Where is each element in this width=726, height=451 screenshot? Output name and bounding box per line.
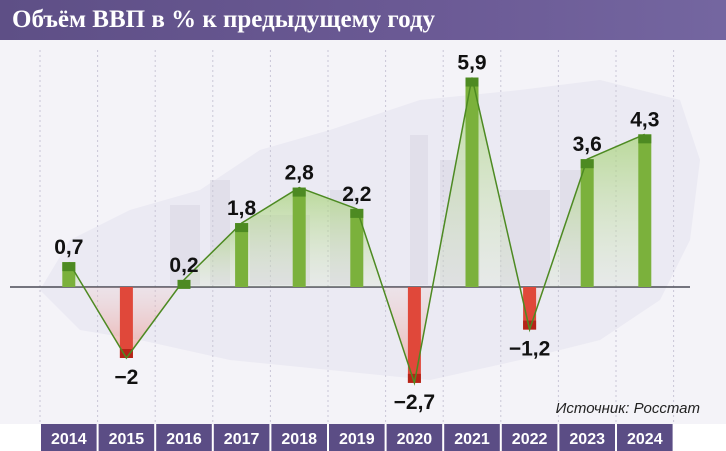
x-axis-bar: 2014 2015 2016 2017 2018 2019 2020 2021 2022 2023…: [0, 424, 726, 451]
area-fill-positive: [299, 187, 357, 287]
bar: [638, 134, 652, 287]
bar: [465, 77, 479, 287]
data-label: −2,7: [394, 391, 435, 414]
x-tick-cell: [559, 424, 615, 451]
bar-cap: [638, 134, 652, 144]
area-fill-positive: [241, 187, 300, 287]
area-fill-positive: [587, 134, 645, 287]
gdp-chart: 0,7 −2 0,2 1,8 2,8 2,2 −2,7 5,9 −1,2 3,6 4,3 Источ…: [10, 50, 700, 424]
x-tick-label: 2015: [109, 431, 145, 448]
bar: [119, 287, 133, 358]
bar-cap: [292, 187, 306, 197]
data-labels: 0,7 −2 0,2 1,8 2,8 2,2 −2,7 5,9 −1,2 3,6 4,3: [54, 52, 659, 414]
x-tick-cell: [41, 424, 97, 451]
x-tick-label: 2019: [339, 431, 375, 448]
area-fill-positive: [184, 223, 242, 287]
bar-cap: [523, 320, 537, 330]
bar-cap: [235, 223, 249, 233]
x-tick-label: 2023: [569, 431, 605, 448]
source-note: Источник: Росстат: [556, 400, 700, 417]
x-tick-label: 2021: [454, 431, 490, 448]
title-bar: Объём ВВП в % к предыдущему году: [0, 0, 726, 40]
x-tick-cell: [156, 424, 212, 451]
x-tick-label: 2022: [512, 431, 548, 448]
bar-cap: [580, 159, 594, 169]
bar: [580, 159, 594, 287]
x-tick-label: 2016: [166, 431, 202, 448]
data-label: 2,2: [342, 183, 371, 206]
bar: [235, 223, 249, 287]
data-label: 0,2: [169, 254, 198, 277]
data-label: 5,9: [457, 52, 486, 75]
data-label: −1,2: [509, 338, 550, 361]
data-label: −2: [114, 366, 138, 389]
bar-cap: [119, 349, 133, 358]
x-tick-cell: [386, 424, 443, 451]
bar-cap: [350, 208, 364, 218]
x-tick-label: 2017: [224, 431, 260, 448]
data-label: 0,7: [54, 236, 83, 259]
x-tick-label: 2024: [627, 431, 663, 448]
x-tick-cell: [213, 424, 270, 451]
data-label: 3,6: [573, 133, 602, 156]
bar-cap: [177, 279, 191, 289]
bar-cap: [62, 262, 76, 272]
bar-cap: [465, 77, 479, 87]
x-tick-cell: [501, 424, 558, 451]
x-tick-label: 2018: [281, 431, 317, 448]
plot-area: 0,7 −2 0,2 1,8 2,8 2,2 −2,7 5,9 −1,2 3,6 4,3 Источ…: [0, 40, 726, 424]
x-tick-label: 2020: [397, 431, 433, 448]
x-tick-cell: [98, 424, 155, 451]
x-axis: 2014 2015 2016 2017 2018 2019 2020 2021 2022 2023…: [41, 424, 673, 451]
trend-line: [68, 77, 646, 386]
x-tick-cell: [329, 424, 385, 451]
bars: [62, 77, 652, 383]
trend-polyline: [68, 77, 646, 386]
x-tick-cell: [617, 424, 673, 451]
bar: [292, 187, 306, 287]
bar: [350, 208, 364, 287]
x-tick-label: 2014: [51, 431, 87, 448]
chart-title: Объём ВВП в % к предыдущему году: [12, 6, 435, 33]
data-label: 1,8: [227, 197, 257, 220]
x-tick-cell: [271, 424, 327, 451]
bar: [407, 287, 421, 383]
data-label: 4,3: [630, 108, 659, 131]
bar-cap: [407, 373, 421, 383]
data-label: 2,8: [285, 162, 315, 185]
x-tick-cell: [444, 424, 500, 451]
